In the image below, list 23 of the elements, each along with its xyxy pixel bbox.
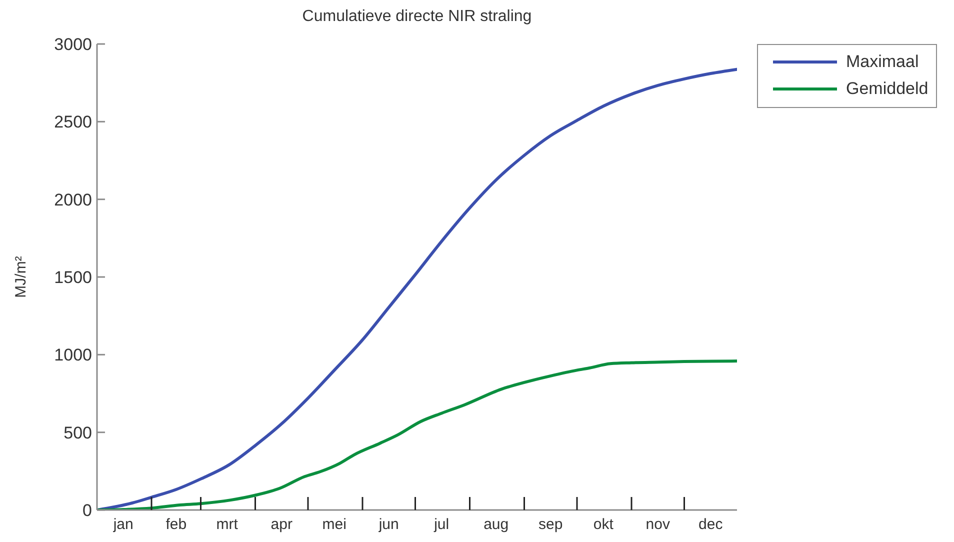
y-tick-label: 500: [64, 423, 92, 442]
x-tick-label: jul: [433, 516, 450, 533]
x-tick-label: okt: [593, 516, 614, 533]
y-tick-label: 1500: [54, 268, 92, 287]
x-tick-label: dec: [698, 516, 724, 533]
legend-label: Maximaal: [846, 52, 919, 72]
y-axis-title: MJ/m²: [12, 256, 30, 298]
x-tick-label: apr: [270, 516, 292, 533]
x-tick-label: jan: [112, 516, 134, 533]
y-tick-label: 3000: [54, 34, 92, 54]
x-tick-label: mei: [322, 516, 346, 533]
y-tick-label: 2500: [54, 112, 92, 132]
x-tick-label: sep: [538, 516, 563, 533]
legend-label: Gemiddeld: [846, 78, 928, 98]
x-tick-label: nov: [646, 516, 670, 533]
x-tick-label: jun: [378, 516, 399, 533]
x-tick-label: feb: [166, 516, 187, 533]
chart-title: Cumulatieve directe NIR straling: [301, 8, 533, 26]
y-tick-label: 0: [82, 500, 92, 520]
x-tick-label: mrt: [216, 516, 239, 533]
y-tick-label: 1000: [54, 346, 92, 365]
x-tick-label: aug: [484, 516, 509, 533]
y-tick-label: 2000: [54, 190, 92, 210]
